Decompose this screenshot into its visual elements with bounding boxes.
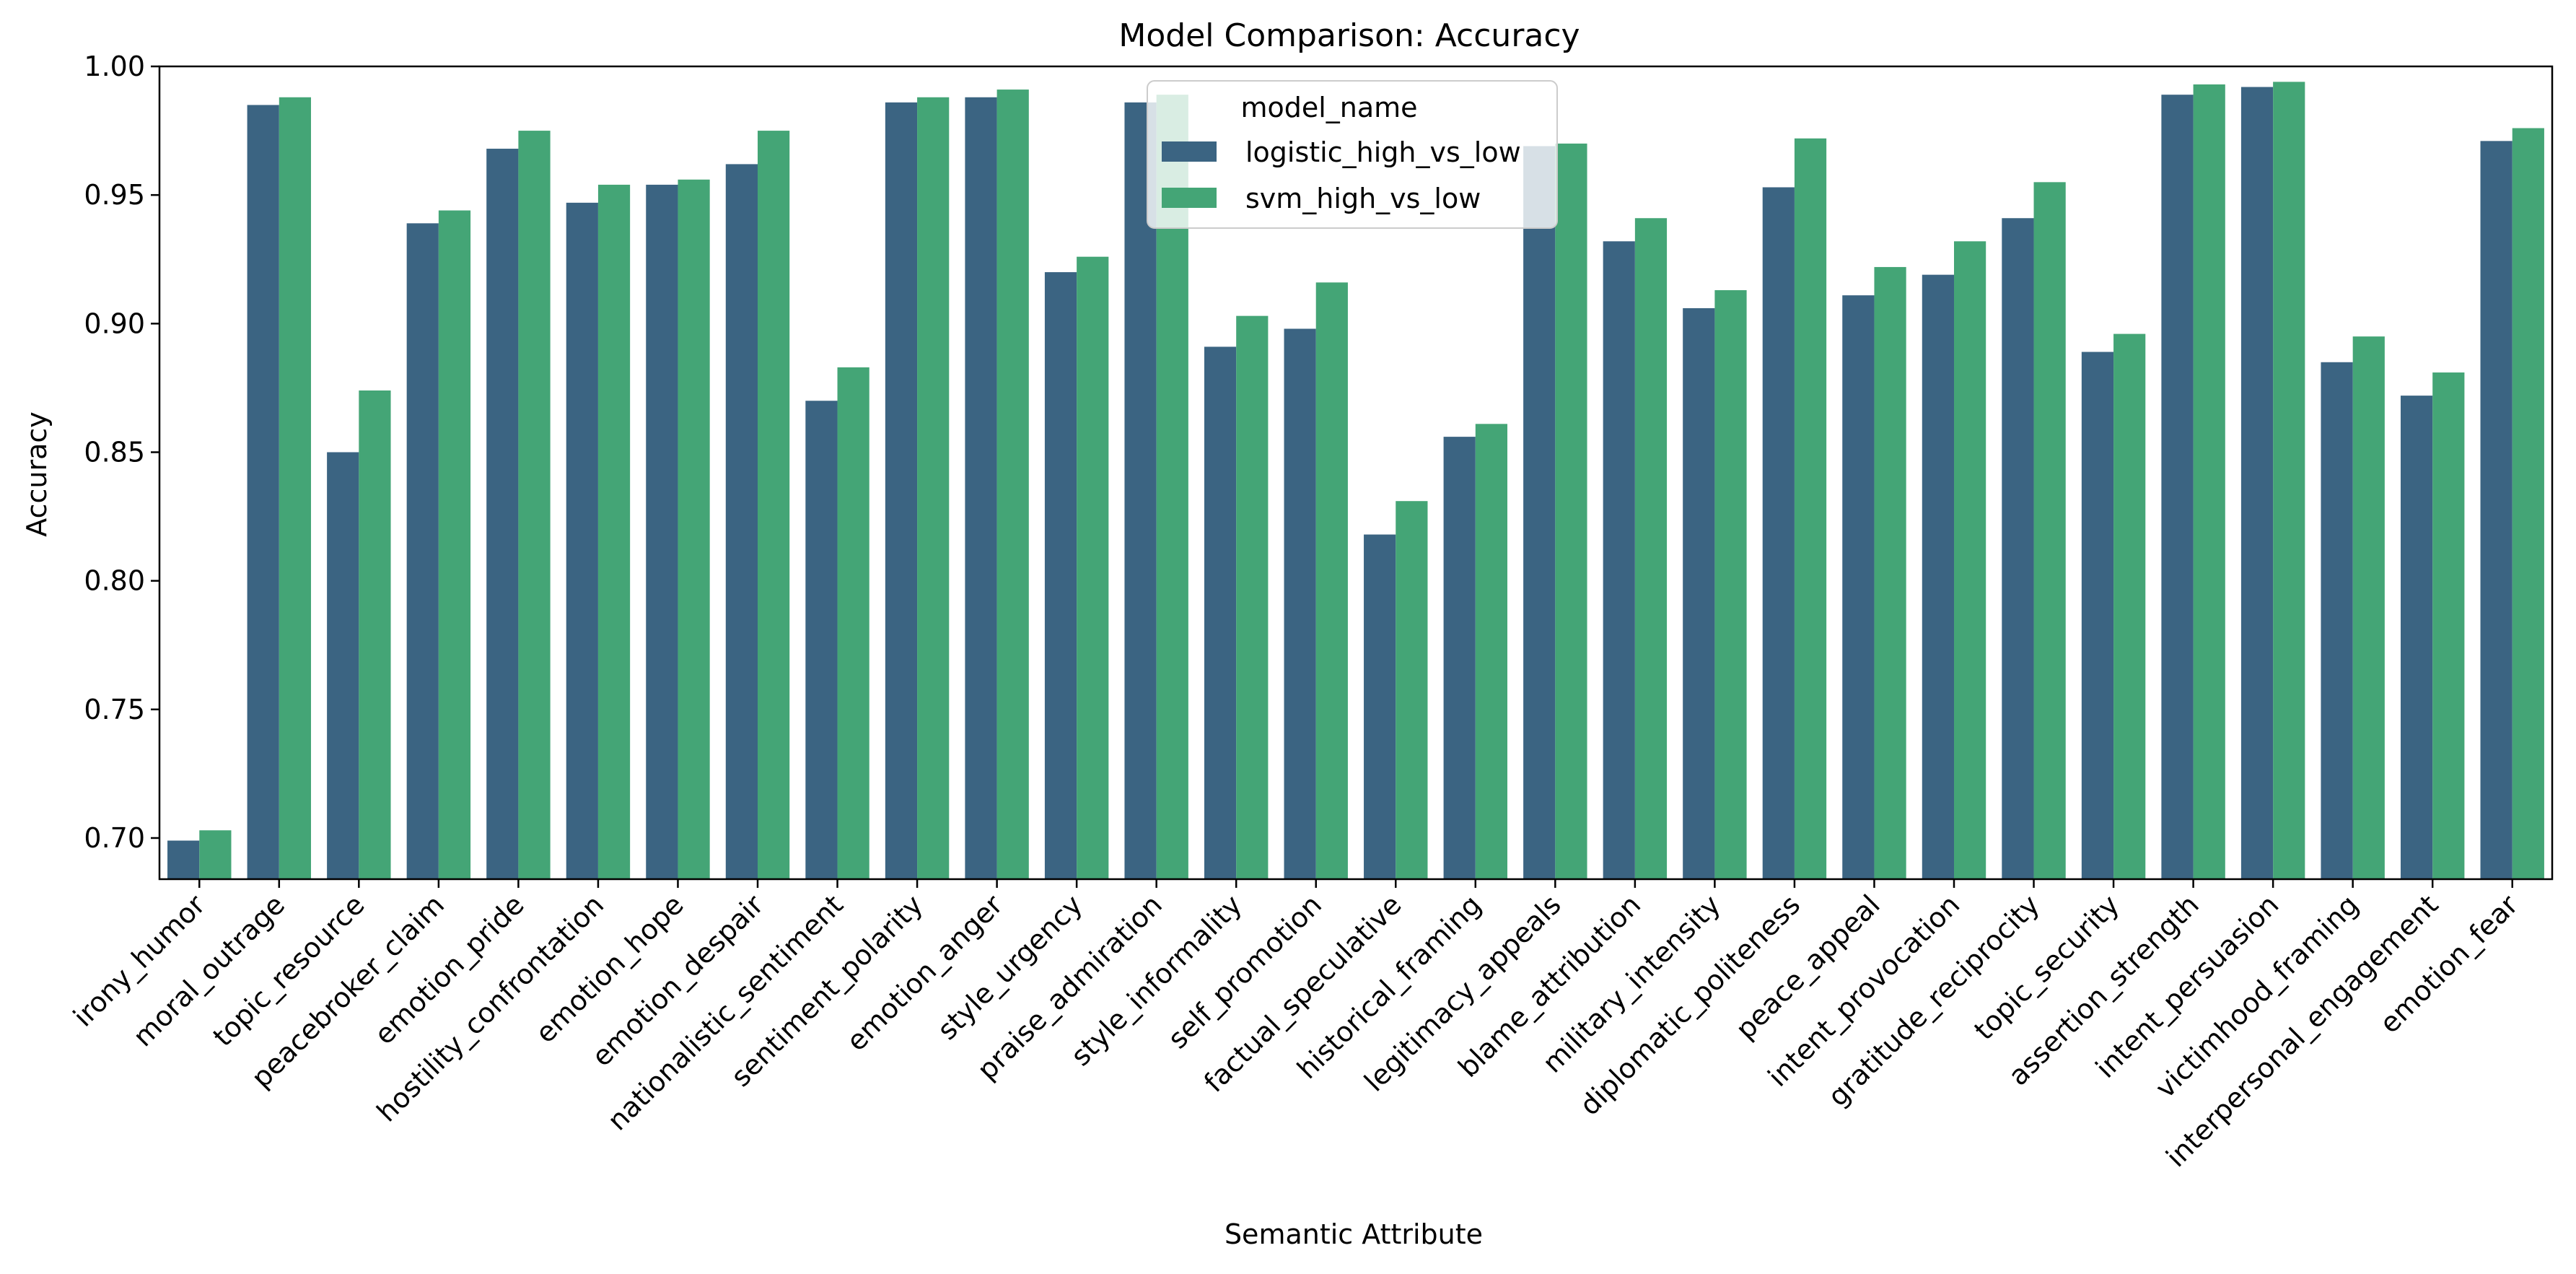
bar-logistic_high_vs_low-peacebroker_claim — [406, 223, 439, 879]
bar-logistic_high_vs_low-factual_speculative — [1364, 534, 1396, 879]
bar-svm_high_vs_low-factual_speculative — [1396, 501, 1428, 879]
bar-logistic_high_vs_low-irony_humor — [167, 840, 200, 879]
bar-svm_high_vs_low-style_informality — [1236, 315, 1269, 879]
bar-logistic_high_vs_low-sentiment_polarity — [885, 102, 918, 879]
y-axis-label: Accuracy — [21, 411, 53, 537]
bar-logistic_high_vs_low-military_intensity — [1683, 307, 1715, 879]
bar-svm_high_vs_low-sentiment_polarity — [917, 97, 950, 879]
bar-svm_high_vs_low-emotion_anger — [996, 90, 1029, 880]
bar-svm_high_vs_low-peacebroker_claim — [438, 210, 471, 879]
bar-svm_high_vs_low-style_urgency — [1077, 256, 1109, 879]
bar-logistic_high_vs_low-emotion_anger — [965, 97, 997, 879]
bar-logistic_high_vs_low-gratitude_reciprocity — [2002, 218, 2034, 880]
bar-logistic_high_vs_low-hostility_confrontation — [566, 202, 598, 880]
bar-logistic_high_vs_low-nationalistic_sentiment — [805, 401, 838, 879]
bar-svm_high_vs_low-emotion_despair — [758, 131, 790, 880]
bar-logistic_high_vs_low-emotion_pride — [486, 149, 519, 879]
bar-svm_high_vs_low-victimhood_framing — [2352, 336, 2385, 879]
bar-logistic_high_vs_low-style_informality — [1204, 346, 1237, 879]
bars-layer — [167, 82, 2544, 880]
y-tick-label: 0.70 — [84, 822, 145, 854]
y-tick-label: 0.75 — [84, 694, 145, 725]
bar-svm_high_vs_low-moral_outrage — [279, 97, 312, 879]
bar-logistic_high_vs_low-legitimacy_appeals — [1523, 146, 1556, 879]
legend-label-svm: svm_high_vs_low — [1245, 183, 1481, 214]
bar-svm_high_vs_low-topic_security — [2113, 333, 2146, 880]
bar-svm_high_vs_low-emotion_fear — [2512, 128, 2544, 879]
bar-logistic_high_vs_low-style_urgency — [1044, 272, 1077, 879]
bar-logistic_high_vs_low-historical_framing — [1443, 437, 1476, 879]
bar-svm_high_vs_low-interpersonal_engagement — [2432, 372, 2465, 879]
bar-svm_high_vs_low-emotion_pride — [518, 131, 551, 880]
bar-logistic_high_vs_low-topic_security — [2081, 352, 2114, 879]
bar-svm_high_vs_low-blame_attribution — [1634, 218, 1668, 880]
bar-logistic_high_vs_low-emotion_despair — [725, 164, 758, 879]
bar-svm_high_vs_low-military_intensity — [1714, 290, 1747, 879]
plot-frame — [158, 65, 2554, 881]
bar-logistic_high_vs_low-self_promotion — [1284, 328, 1316, 880]
y-tick-label: 0.80 — [84, 565, 145, 597]
bar-svm_high_vs_low-historical_framing — [1475, 424, 1508, 879]
bar-svm_high_vs_low-legitimacy_appeals — [1555, 143, 1587, 879]
bar-logistic_high_vs_low-moral_outrage — [247, 105, 279, 880]
bar-svm_high_vs_low-intent_provocation — [1954, 241, 1986, 879]
y-ticks: 0.70 0.75 0.80 0.85 0.90 0.95 1.00 — [84, 51, 159, 854]
legend: model_name logistic_high_vs_low svm_high… — [1147, 80, 1558, 229]
y-tick-label: 0.90 — [84, 307, 145, 339]
bar-svm_high_vs_low-diplomatic_politeness — [1794, 138, 1827, 879]
bar-logistic_high_vs_low-topic_resource — [327, 452, 359, 879]
y-tick-label: 0.95 — [84, 179, 145, 211]
bar-svm_high_vs_low-topic_resource — [359, 390, 391, 879]
bar-svm_high_vs_low-irony_humor — [199, 830, 232, 879]
bar-svm_high_vs_low-gratitude_reciprocity — [2033, 182, 2066, 880]
legend-swatch-logistic — [1162, 141, 1217, 162]
bar-logistic_high_vs_low-peace_appeal — [1842, 295, 1875, 879]
bar-logistic_high_vs_low-intent_provocation — [1922, 274, 1954, 879]
bar-svm_high_vs_low-intent_persuasion — [2273, 82, 2305, 879]
x-axis-label: Semantic Attribute — [1225, 1218, 1483, 1250]
y-tick-label: 0.85 — [84, 436, 145, 468]
bar-logistic_high_vs_low-victimhood_framing — [2321, 362, 2353, 879]
legend-swatch-svm — [1162, 188, 1217, 208]
bar-logistic_high_vs_low-emotion_fear — [2480, 141, 2513, 880]
bar-logistic_high_vs_low-assertion_strength — [2161, 95, 2194, 880]
bar-logistic_high_vs_low-interpersonal_engagement — [2400, 396, 2433, 879]
bar-svm_high_vs_low-emotion_hope — [678, 179, 710, 879]
bar-svm_high_vs_low-peace_appeal — [1874, 266, 1906, 879]
bar-svm_high_vs_low-assertion_strength — [2193, 84, 2225, 880]
y-tick-label: 1.00 — [84, 51, 145, 82]
bar-svm_high_vs_low-hostility_confrontation — [597, 184, 631, 879]
bar-svm_high_vs_low-self_promotion — [1315, 282, 1348, 879]
legend-title: model_name — [1240, 92, 1417, 123]
bar-logistic_high_vs_low-emotion_hope — [646, 184, 678, 879]
bar-logistic_high_vs_low-diplomatic_politeness — [1762, 187, 1795, 880]
bar-logistic_high_vs_low-praise_admiration — [1124, 102, 1157, 879]
chart-title: Model Comparison: Accuracy — [1118, 17, 1580, 54]
legend-box — [1147, 80, 1558, 229]
bar-logistic_high_vs_low-intent_persuasion — [2240, 87, 2274, 879]
bar-svm_high_vs_low-nationalistic_sentiment — [837, 367, 869, 879]
legend-label-logistic: logistic_high_vs_low — [1245, 136, 1521, 168]
bar-logistic_high_vs_low-blame_attribution — [1603, 241, 1635, 879]
